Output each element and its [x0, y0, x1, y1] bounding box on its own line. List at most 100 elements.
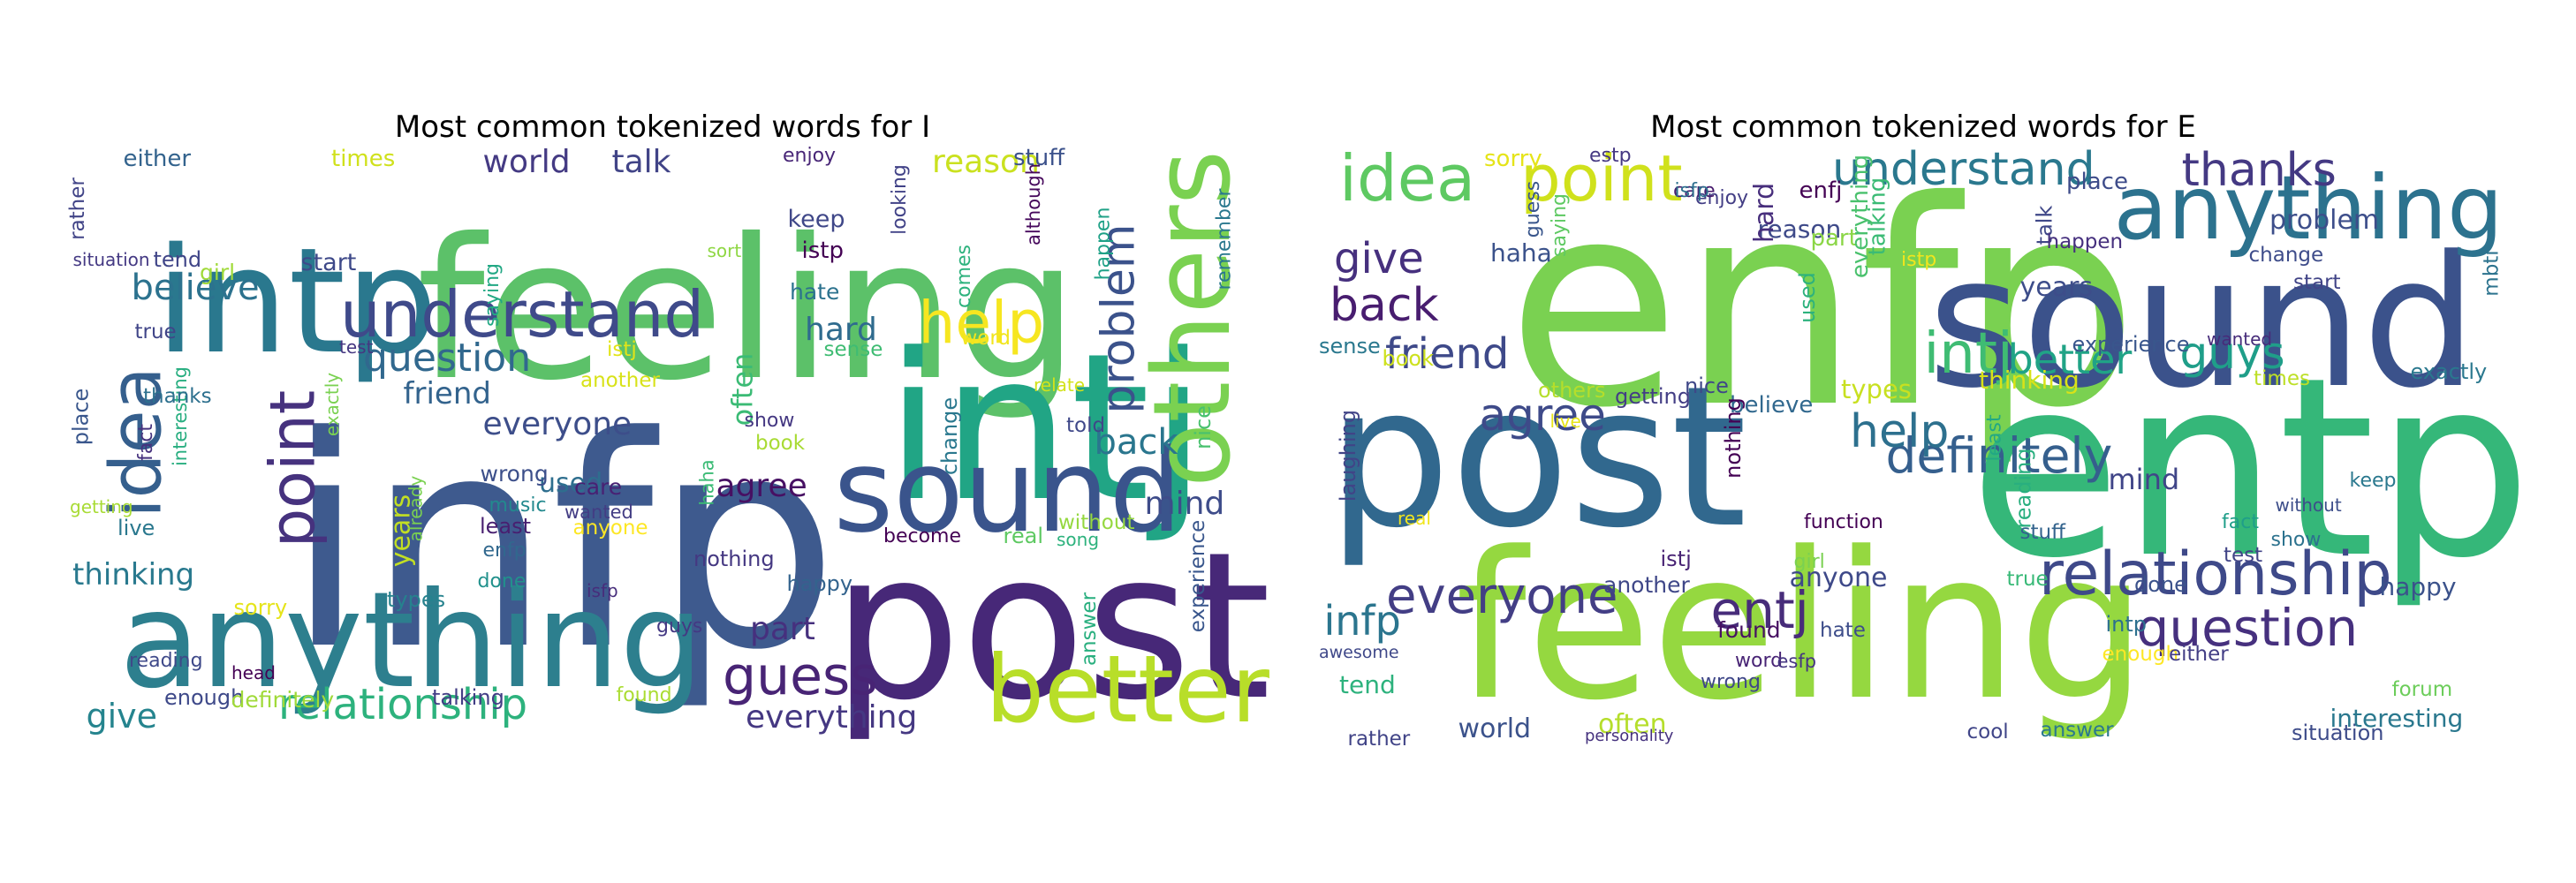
word-laughing: laughing — [1336, 409, 1361, 502]
word-place: place — [67, 388, 93, 446]
word-happen: happen — [2046, 230, 2124, 253]
word-interesting: interesting — [2330, 704, 2464, 733]
word-real: real — [1003, 524, 1043, 548]
word-haha: haha — [1490, 238, 1552, 268]
word-experience: experience — [2072, 332, 2190, 357]
word-exactly: exactly — [322, 372, 344, 437]
word-believe: believe — [131, 268, 260, 308]
word-forum: forum — [2391, 677, 2453, 701]
word-done: done — [477, 570, 527, 592]
word-found: found — [1717, 616, 1781, 643]
wordcloud-introvert: infp feeling intp intj post anything sound bett… — [58, 147, 1271, 752]
word-question: question — [2136, 598, 2359, 658]
word-told: told — [1066, 413, 1106, 437]
word-reading: reading — [129, 650, 203, 672]
word-hard: hard — [805, 312, 877, 348]
word-true: true — [2006, 567, 2049, 591]
word-back: back — [1330, 279, 1439, 332]
word-least: least — [1983, 414, 2006, 462]
word-situation: situation — [72, 249, 150, 270]
word-nothing: nothing — [693, 547, 775, 571]
word-anyone: anyone — [1789, 562, 1888, 593]
word-estp: estp — [1589, 147, 1632, 167]
word-looking: looking — [888, 164, 911, 235]
word-situation: situation — [2292, 721, 2384, 745]
word-nothing: nothing — [1720, 397, 1746, 479]
word-used: used — [1794, 272, 1820, 323]
word-everything: everything — [746, 699, 918, 736]
word-reason: reason — [932, 147, 1040, 180]
word-fact: fact — [134, 424, 157, 461]
word-enfp: enfp — [482, 540, 527, 562]
word-wrong: wrong — [480, 460, 549, 487]
word-without: without — [2275, 494, 2342, 516]
word-istj: istj — [1660, 547, 1692, 571]
word-problem: problem — [2269, 205, 2380, 236]
word-mind: mind — [1144, 486, 1225, 522]
word-stuff: stuff — [2019, 520, 2065, 544]
word-rather: rather — [1347, 727, 1411, 751]
word-music: music — [489, 494, 547, 517]
word-enough: enough — [2102, 642, 2179, 666]
word-intj: intj — [885, 311, 1207, 547]
word-enough: enough — [164, 685, 245, 710]
word-exactly: exactly — [2410, 359, 2488, 384]
word-stuff: stuff — [1013, 147, 1065, 171]
word-reading: reading — [2011, 448, 2036, 529]
word-part: part — [750, 611, 815, 647]
word-isfp: isfp — [587, 580, 618, 601]
word-word: word — [1735, 650, 1784, 672]
word-world: world — [482, 147, 571, 180]
word-sound: sound — [1928, 217, 2478, 428]
word-getting: getting — [1615, 384, 1691, 409]
word-enjoy: enjoy — [1695, 187, 1749, 209]
word-test: test — [339, 336, 374, 358]
word-others: others — [1538, 378, 1606, 403]
word-sense: sense — [823, 337, 883, 361]
word-times: times — [2254, 366, 2310, 390]
word-girl: girl — [200, 259, 236, 285]
word-understand: understand — [340, 277, 705, 351]
word-found: found — [616, 684, 672, 706]
word-another: another — [1603, 571, 1690, 598]
word-relationship: relationship — [2039, 540, 2392, 609]
word-fact: fact — [2222, 511, 2259, 533]
word-everything: everything — [1847, 154, 1875, 279]
word-comes: comes — [952, 245, 975, 308]
word-often: often — [1598, 709, 1667, 740]
word-girl: girl — [1793, 551, 1825, 573]
word-anything: anything — [2113, 156, 2504, 260]
word-care: care — [574, 473, 623, 500]
word-show: show — [2270, 529, 2322, 551]
word-tend: tend — [153, 247, 202, 272]
word-awesome: awesome — [1319, 642, 1399, 662]
word-personality: personality — [1585, 727, 1674, 745]
word-istj: istj — [607, 337, 637, 361]
wordcloud-title-extrovert: Most common tokenized words for E — [1650, 109, 2196, 145]
word-mbti: mbti — [2480, 249, 2504, 297]
word-answer: answer — [1077, 592, 1101, 666]
word-world: world — [1458, 713, 1532, 744]
word-feeling: feeling — [1455, 509, 2148, 745]
word-cool: cool — [1966, 720, 2009, 743]
word-without: without — [1058, 510, 1135, 534]
word-happy: happy — [786, 571, 853, 596]
word-entj: entj — [1710, 580, 1809, 640]
word-anything: anything — [119, 564, 704, 718]
word-live: live — [117, 516, 155, 540]
word-definitely: definitely — [231, 686, 335, 713]
word-book: book — [1382, 346, 1435, 371]
word-question: question — [363, 336, 532, 381]
word-esfp: esfp — [1777, 650, 1817, 672]
word-true: true — [134, 320, 177, 343]
word-isfp: isfp — [1674, 180, 1709, 202]
word-types: types — [1841, 374, 1912, 404]
word-happy: happy — [2379, 572, 2457, 601]
word-rather: rather — [65, 177, 89, 240]
word-friend: friend — [1385, 329, 1510, 379]
word-definitely: definitely — [1885, 426, 2113, 484]
word-interesting: interesting — [169, 366, 191, 466]
word-mind: mind — [2108, 463, 2180, 496]
word-friend: friend — [403, 376, 491, 411]
